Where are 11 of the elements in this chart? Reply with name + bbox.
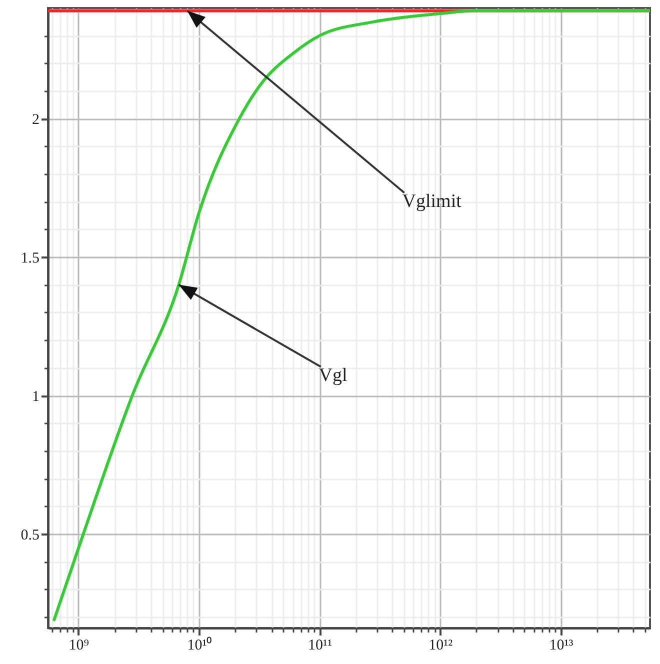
- x-tick-label: 10⁹: [68, 638, 89, 654]
- annotation: Vgl: [318, 364, 348, 386]
- y-tick-label: 1.5: [20, 250, 40, 267]
- x-tick-label: 10¹²: [428, 638, 454, 654]
- y-tick-label: 2: [32, 112, 40, 128]
- annotation: Vglimit: [402, 190, 462, 212]
- x-tick-label: 10¹³: [549, 638, 574, 654]
- y-tick-label: 1: [32, 389, 40, 405]
- x-tick-label: 10¹⁰: [187, 636, 212, 654]
- y-tick-label: 0.5: [20, 527, 40, 544]
- x-tick-label: 10¹¹: [308, 638, 332, 654]
